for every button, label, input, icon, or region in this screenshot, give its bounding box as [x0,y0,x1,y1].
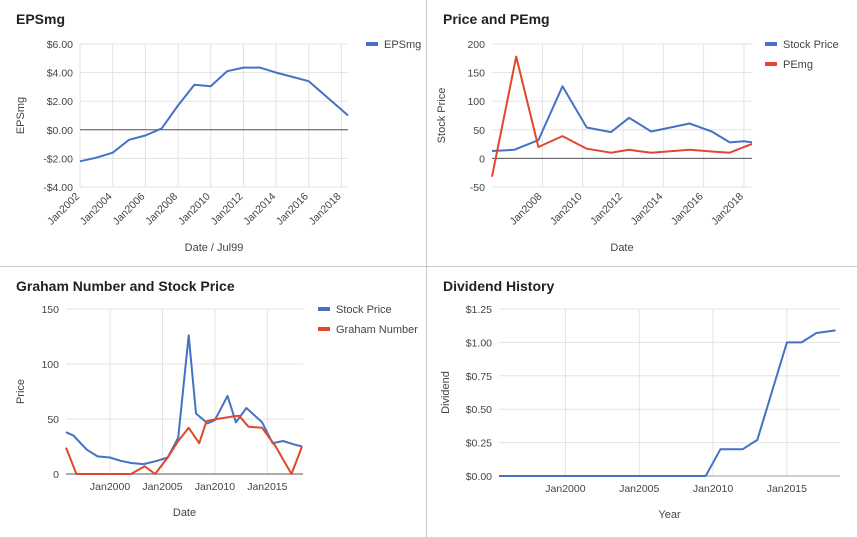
x-tick-label: Jan2005 [142,481,182,493]
y-tick-label: -$4.00 [43,182,73,194]
x-tick-label: Jan2016 [274,191,311,228]
x-tick-label: Jan2014 [241,191,278,228]
y-tick-label: 50 [47,414,59,426]
x-tick-label: Jan2015 [247,481,287,493]
legend-swatch [318,307,330,311]
legend-label: PEmg [783,59,813,71]
x-tick-label: Jan2018 [307,191,344,228]
legend-swatch [765,42,777,46]
y-tick-label: 200 [467,39,485,51]
y-tick-label: $1.25 [466,304,492,316]
x-tick-label: Jan2012 [588,191,625,228]
y-tick-label: $2.00 [47,96,73,108]
x-tick-label: Jan2010 [693,483,733,495]
chart-title: Price and PEmg [443,11,550,27]
legend-label: Graham Number [336,324,418,336]
y-tick-label: 0 [479,153,485,165]
x-tick-label: Jan2008 [508,191,545,228]
x-tick-label: Jan2012 [209,191,246,228]
x-axis-title: Date [610,242,633,254]
x-tick-label: Jan2010 [176,191,213,228]
y-tick-label: 50 [473,125,485,137]
y-tick-label: 0 [53,469,59,481]
y-axis-title: EPSmg [15,97,27,134]
divider-horizontal [0,266,857,267]
x-axis-title: Year [658,509,681,521]
x-tick-label: Jan2000 [90,481,130,493]
legend-label: Stock Price [336,304,392,316]
legend-swatch [765,62,777,66]
chart-svg-graham-number: Graham Number and Stock Price 0 50 100 150 Ja… [15,278,418,519]
x-tick-label: Jan2018 [709,191,746,228]
chart-panel-price-pemg: Price and PEmg -50 0 50 100 150 200 Jan2008 Jan2… [427,0,857,266]
divider-vertical [426,0,427,537]
x-tick-label: Jan2002 [45,191,82,228]
y-tick-label: $0.25 [466,438,492,450]
series-line-pemg [491,55,753,177]
y-axis-title: Dividend [440,371,452,414]
chart-title: EPSmg [16,11,65,27]
y-tick-label: 100 [467,96,485,108]
series-line-stock-price [65,334,303,466]
y-tick-label: 150 [467,68,485,80]
chart-title: Graham Number and Stock Price [16,278,235,294]
legend-label: Stock Price [783,39,839,51]
series-line-stock-price [491,85,753,152]
x-tick-label: Jan2008 [143,191,180,228]
x-tick-label: Jan2014 [628,191,665,228]
y-tick-label: 150 [41,304,59,316]
y-tick-label: -$2.00 [43,153,73,165]
chart-panel-epsmg: EPSmg -$4.00 -$2.00 $0.00 $2.00 $4.00 $6.00 Jan… [0,0,426,266]
y-tick-label: $6.00 [47,39,73,51]
x-tick-label: Jan2006 [111,191,148,228]
series-line-graham-number [65,414,303,475]
y-axis-title: Price [15,379,27,404]
chart-panel-graham-number: Graham Number and Stock Price 0 50 100 150 Ja… [0,267,426,537]
y-tick-label: $0.50 [466,404,492,416]
chart-svg-dividend-history: Dividend History $0.00 $0.25 $0.50 $0.75 $1.0… [440,278,840,521]
x-tick-label: Jan2010 [548,191,585,228]
chart-title: Dividend History [443,278,554,294]
series-line-epsmg [79,66,349,163]
y-tick-label: $1.00 [466,337,492,349]
chart-panel-dividend-history: Dividend History $0.00 $0.25 $0.50 $0.75 $1.0… [427,267,857,537]
legend-swatch [318,327,330,331]
y-tick-label: 100 [41,359,59,371]
y-tick-label: -50 [470,182,485,194]
x-tick-label: Jan2010 [195,481,235,493]
y-tick-label: $0.75 [466,371,492,383]
chart-svg-epsmg: EPSmg -$4.00 -$2.00 $0.00 $2.00 $4.00 $6.00 Jan… [15,11,421,254]
x-axis-title: Date / Jul99 [185,242,244,254]
y-tick-label: $4.00 [47,68,73,80]
legend-label: EPSmg [384,39,421,51]
x-axis-title: Date [173,507,196,519]
y-axis-title: Stock Price [436,88,448,144]
y-tick-label: $0.00 [466,471,492,483]
x-tick-label: Jan2000 [545,483,585,495]
legend-swatch [366,42,378,46]
series-line-0 [499,329,836,477]
x-tick-label: Jan2016 [669,191,706,228]
x-tick-label: Jan2004 [78,191,115,228]
x-tick-label: Jan2005 [619,483,659,495]
x-tick-label: Jan2015 [767,483,807,495]
y-tick-label: $0.00 [47,125,73,137]
